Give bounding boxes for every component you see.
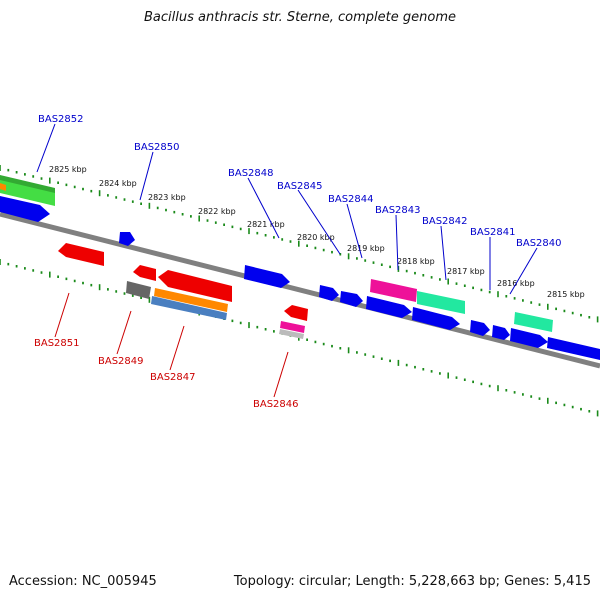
gene-arrow-blue[interactable]	[366, 296, 412, 318]
gene-label[interactable]: BAS2847	[150, 372, 196, 383]
gene-arrow-blue[interactable]	[244, 265, 290, 288]
callout-line	[54, 292, 70, 338]
forward-callout-lines	[36, 123, 538, 295]
reverse-strand-genes	[58, 243, 308, 339]
reverse-gene-labels: BAS2851 BAS2849 BAS2847 BAS2846	[34, 338, 299, 410]
ruler-label: 2822 kbp	[198, 207, 236, 216]
gene-arrow-blue[interactable]	[492, 325, 510, 340]
gene-arrow-pink[interactable]	[370, 279, 417, 302]
gene-label[interactable]: BAS2846	[253, 399, 299, 410]
callout-line	[116, 310, 132, 355]
gene-arrow-pink[interactable]	[280, 321, 305, 333]
callout-line	[440, 225, 447, 281]
ruler-label: 2824 kbp	[99, 179, 137, 188]
callout-line	[509, 247, 538, 295]
gene-arrow-orange[interactable]	[154, 288, 228, 312]
gene-label[interactable]: BAS2851	[34, 338, 80, 349]
gene-arrow-gray[interactable]	[279, 329, 304, 339]
callout-line	[395, 214, 399, 271]
gene-arrow-blue[interactable]	[319, 285, 339, 301]
gene-arrow-red[interactable]	[284, 305, 308, 321]
callout-line	[247, 177, 280, 239]
ruler-label: 2821 kbp	[247, 220, 285, 229]
gene-arrow-blue[interactable]	[510, 328, 548, 348]
gene-arrow-aqua[interactable]	[417, 291, 465, 314]
gene-arrow-blue[interactable]	[412, 307, 460, 330]
genome-backbone	[0, 211, 600, 369]
gene-label[interactable]: BAS2842	[422, 216, 468, 227]
gene-arrow-gray[interactable]	[126, 281, 151, 299]
gene-label[interactable]: BAS2843	[375, 205, 421, 216]
reverse-callout-lines	[54, 292, 289, 398]
callout-line	[346, 203, 363, 259]
genome-title: Bacillus anthracis str. Sterne, complete…	[144, 10, 456, 25]
gene-label[interactable]: BAS2852	[38, 114, 84, 125]
gene-arrow-green[interactable]	[0, 180, 55, 206]
gene-arrow-blue[interactable]	[119, 232, 135, 246]
ruler-label: 2818 kbp	[397, 257, 435, 266]
callout-line	[139, 151, 154, 201]
gene-label[interactable]: BAS2840	[516, 238, 562, 249]
callout-line	[297, 189, 341, 255]
gene-arrow-red[interactable]	[133, 265, 156, 281]
ruler-label: 2817 kbp	[447, 267, 485, 276]
gene-arrow-red[interactable]	[158, 270, 232, 302]
accession-label: Accession: NC_005945	[9, 574, 157, 589]
gene-label[interactable]: BAS2848	[228, 168, 274, 179]
outer-tick-row	[0, 165, 599, 323]
ruler-label: 2825 kbp	[49, 165, 87, 174]
callout-line	[273, 351, 289, 398]
gene-arrow-orange[interactable]	[0, 183, 6, 191]
gene-label[interactable]: BAS2845	[277, 181, 323, 192]
gene-arrow-blue[interactable]	[470, 320, 490, 336]
gene-label[interactable]: BAS2850	[134, 142, 180, 153]
genome-summary: Topology: circular; Length: 5,228,663 bp…	[233, 574, 591, 589]
gene-arrow-red[interactable]	[58, 243, 104, 266]
gene-arrow-steel[interactable]	[151, 296, 227, 320]
callout-line	[169, 325, 185, 371]
gene-arrow-blue[interactable]	[547, 337, 600, 360]
gene-arrow-aqua[interactable]	[514, 312, 553, 332]
ruler-label: 2823 kbp	[148, 193, 186, 202]
ruler-label: 2819 kbp	[347, 244, 385, 253]
gene-arrow-blue[interactable]	[0, 196, 50, 222]
gene-label[interactable]: BAS2841	[470, 227, 516, 238]
gene-arrow-blue[interactable]	[340, 291, 363, 307]
forward-gene-labels: BAS2852 BAS2850 BAS2848 BAS2845 BAS2844 …	[38, 114, 562, 249]
inner-tick-row	[0, 259, 599, 417]
ruler-label: 2820 kbp	[297, 233, 335, 242]
gene-label[interactable]: BAS2849	[98, 356, 144, 367]
ruler-label: 2815 kbp	[547, 290, 585, 299]
callout-line	[36, 123, 56, 173]
gene-label[interactable]: BAS2844	[328, 194, 374, 205]
forward-strand-genes	[0, 175, 600, 360]
